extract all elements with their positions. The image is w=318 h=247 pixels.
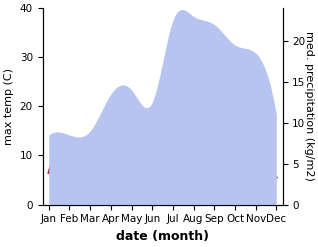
Y-axis label: max temp (C): max temp (C) — [4, 68, 14, 145]
X-axis label: date (month): date (month) — [116, 230, 209, 243]
Y-axis label: med. precipitation (kg/m2): med. precipitation (kg/m2) — [304, 31, 314, 181]
